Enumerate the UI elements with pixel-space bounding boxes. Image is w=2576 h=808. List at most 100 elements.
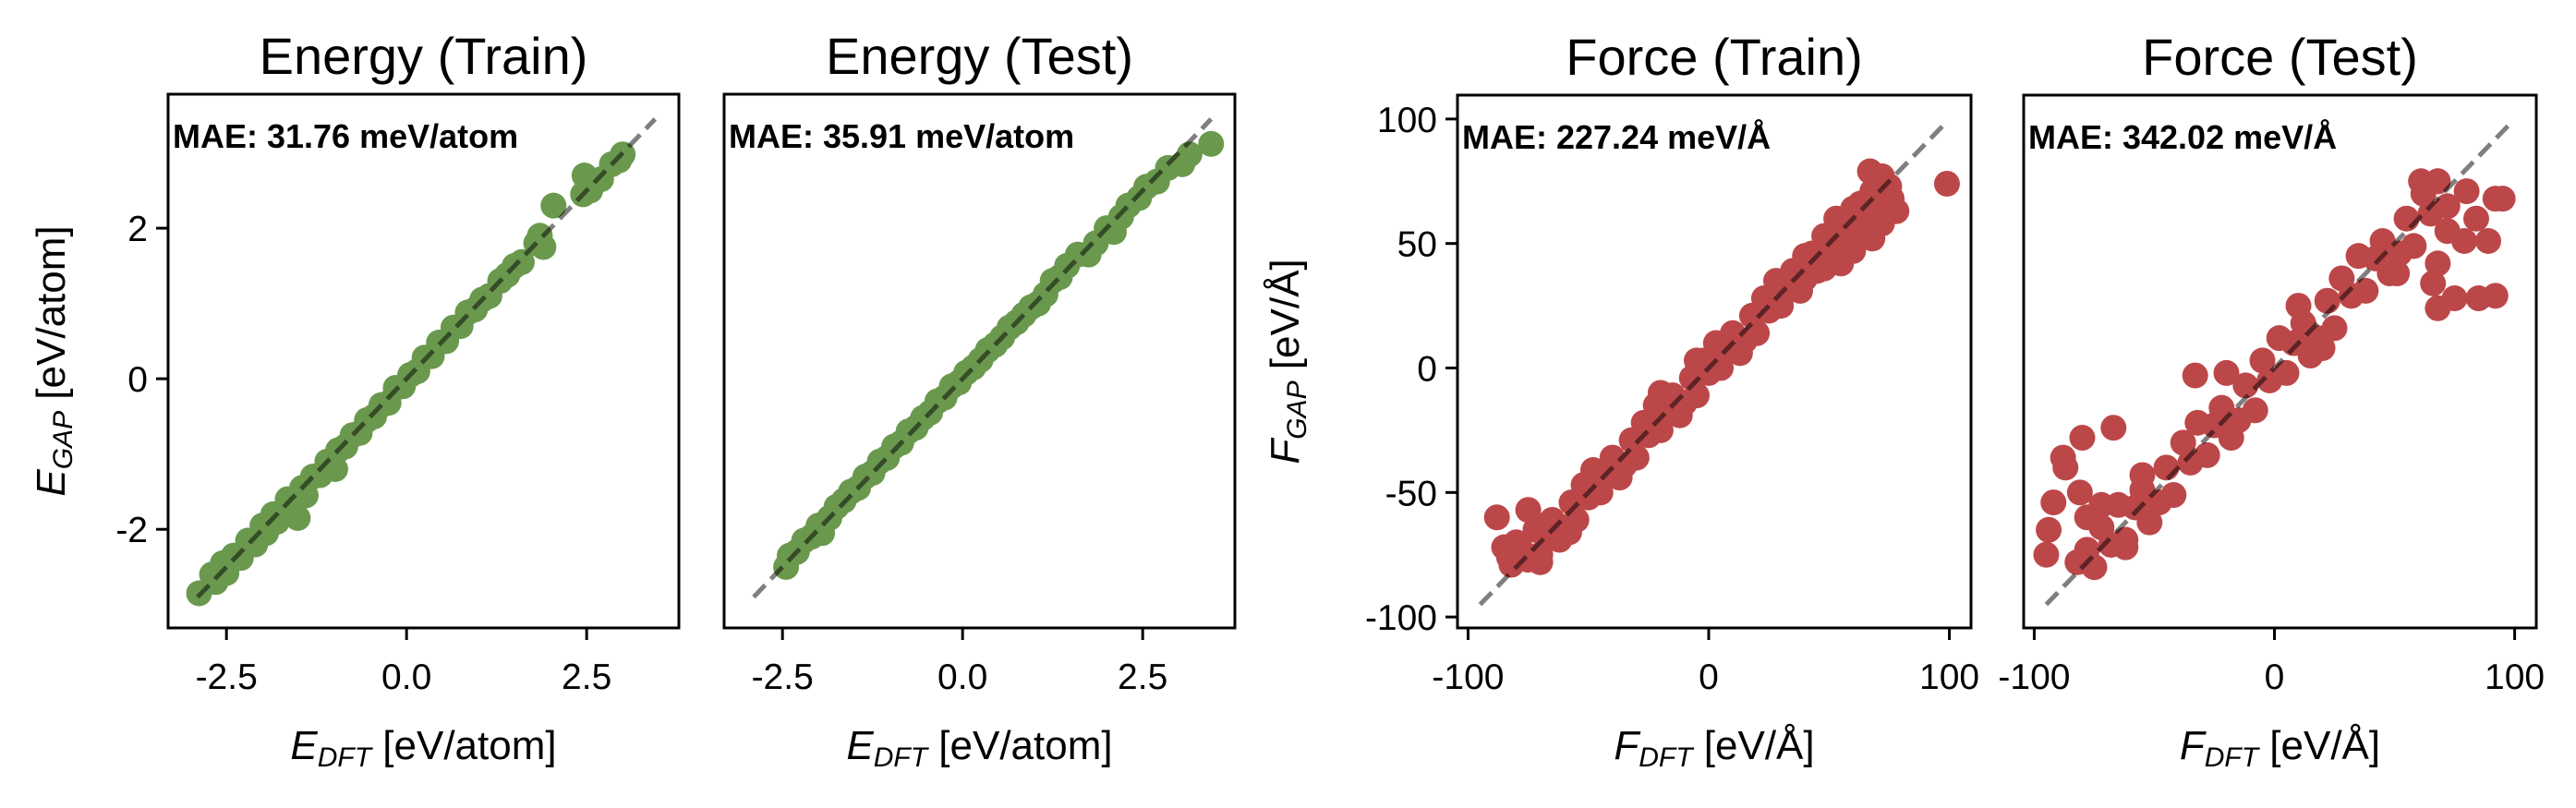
x-axis-label-variable: E xyxy=(290,723,318,768)
data-point xyxy=(2194,441,2220,468)
data-point xyxy=(2425,250,2451,277)
data-point xyxy=(2232,372,2259,399)
y-axis-label-variable: F xyxy=(1263,438,1308,464)
data-point xyxy=(1933,170,1960,197)
parity-reference-line xyxy=(752,117,1214,599)
data-point xyxy=(2453,178,2480,205)
data-point xyxy=(1744,320,1771,346)
data-point xyxy=(2314,287,2340,314)
x-tick-label: 2.5 xyxy=(562,657,611,697)
x-tick-label: -2.5 xyxy=(196,657,258,697)
data-point xyxy=(1495,544,1522,571)
x-tick-label: 0.0 xyxy=(937,657,987,697)
y-axis-label: FGAP [eV/Å] xyxy=(1263,259,1312,464)
data-point xyxy=(1623,444,1650,471)
data-point xyxy=(1555,519,1582,546)
plot-area xyxy=(2033,122,2516,607)
data-point xyxy=(2425,295,2451,321)
x-tick-label: -100 xyxy=(1432,657,1504,697)
mae-annotation: MAE: 31.76 meV/atom xyxy=(173,117,518,155)
axes-frame xyxy=(166,92,681,630)
data-point xyxy=(2489,186,2516,212)
data-point xyxy=(2408,168,2435,195)
y-axis-label-variable: E xyxy=(29,469,74,497)
data-point xyxy=(2401,233,2427,259)
x-axis-label-subscript: DFT xyxy=(2205,742,2261,773)
axes-frame xyxy=(722,92,1237,630)
data-point xyxy=(1847,190,1874,217)
subplot-title: Force (Train) xyxy=(1566,28,1863,86)
data-point xyxy=(2321,315,2348,342)
data-point xyxy=(1864,205,1891,232)
y-axis-label: EGAP [eV/atom] xyxy=(29,225,79,496)
subplot-4: -100 0 100 Force (Test) MAE: 342.02 meV/Å FDF… xyxy=(1998,28,2545,773)
x-tick-label: 2.5 xyxy=(1118,657,1167,697)
parity-reference-line xyxy=(1478,122,1947,607)
data-point xyxy=(2309,334,2336,361)
x-axis-label: FDFT [eV/Å] xyxy=(2180,723,2380,773)
x-axis-label-variable: F xyxy=(2180,723,2207,768)
data-point xyxy=(2112,534,2139,561)
data-point xyxy=(1483,504,1510,531)
subplot-title: Force (Test) xyxy=(2142,28,2418,86)
plot-area xyxy=(752,117,1225,599)
y-axis-label-unit: [eV/Å] xyxy=(1263,259,1308,380)
mae-annotation: MAE: 35.91 meV/atom xyxy=(729,117,1074,155)
y-tick-label: 0 xyxy=(1417,350,1437,390)
y-axis-label-subscript: GAP xyxy=(1282,380,1312,439)
y-tick-label: -2 xyxy=(115,511,148,550)
data-point xyxy=(2036,516,2062,543)
data-point xyxy=(2242,397,2268,424)
x-axis-label-subscript: DFT xyxy=(874,742,930,773)
x-axis-label-variable: E xyxy=(846,723,874,768)
x-axis-label: EDFT [eV/atom] xyxy=(846,723,1112,773)
data-point xyxy=(2285,293,2312,320)
y-tick-label: 50 xyxy=(1397,225,1437,265)
data-point xyxy=(1683,382,1710,409)
data-point xyxy=(2465,285,2492,312)
x-axis-label-variable: F xyxy=(1614,723,1640,768)
y-axis-label-unit: [eV/atom] xyxy=(29,225,74,411)
x-axis-label: EDFT [eV/atom] xyxy=(290,723,556,773)
x-axis-label-unit: [eV/Å] xyxy=(2258,723,2380,768)
data-point xyxy=(2273,359,2300,386)
axes-frame xyxy=(2022,93,2538,630)
data-point xyxy=(2100,415,2127,441)
subplot-title: Energy (Test) xyxy=(826,27,1133,85)
y-tick-label: -50 xyxy=(1385,474,1437,513)
x-tick-label: -2.5 xyxy=(752,657,814,697)
x-tick-label: 0 xyxy=(1699,657,1719,697)
data-point xyxy=(2420,270,2447,296)
data-point xyxy=(2170,429,2196,456)
x-tick-label: -100 xyxy=(1998,657,2070,697)
parity-reference-line xyxy=(196,117,658,599)
data-point xyxy=(1527,549,1554,575)
y-axis-label-subscript: GAP xyxy=(48,411,79,469)
subplot-title: Energy (Train) xyxy=(260,27,588,85)
subplot-1: -2.5 0.0 2.5 -2 0 2 Energy (Train) MAE: 31.76 m… xyxy=(29,27,681,773)
data-point xyxy=(526,223,553,249)
x-axis-label: FDFT [eV/Å] xyxy=(1614,723,1814,773)
data-point xyxy=(284,504,311,531)
y-tick-label: 2 xyxy=(127,210,148,249)
parity-reference-line xyxy=(2044,122,2512,607)
x-axis-label-unit: [eV/Å] xyxy=(1693,723,1815,768)
data-point xyxy=(1811,255,1838,282)
x-axis-label-unit: [eV/atom] xyxy=(927,723,1113,768)
axes-frame xyxy=(1456,93,1973,630)
data-point xyxy=(2384,260,2411,287)
data-point xyxy=(2040,489,2067,516)
data-point xyxy=(540,192,567,219)
plot-area xyxy=(1478,122,1960,607)
data-point xyxy=(2136,509,2163,536)
data-point xyxy=(2213,359,2240,386)
x-tick-label: 0.0 xyxy=(381,657,431,697)
data-point xyxy=(2088,491,2115,518)
mae-annotation: MAE: 227.24 meV/Å xyxy=(1462,118,1771,156)
data-point xyxy=(2434,218,2461,245)
data-point xyxy=(2249,347,2276,374)
y-tick-label: -100 xyxy=(1365,598,1437,638)
data-point xyxy=(2462,205,2489,232)
y-tick-label: 0 xyxy=(127,360,148,400)
